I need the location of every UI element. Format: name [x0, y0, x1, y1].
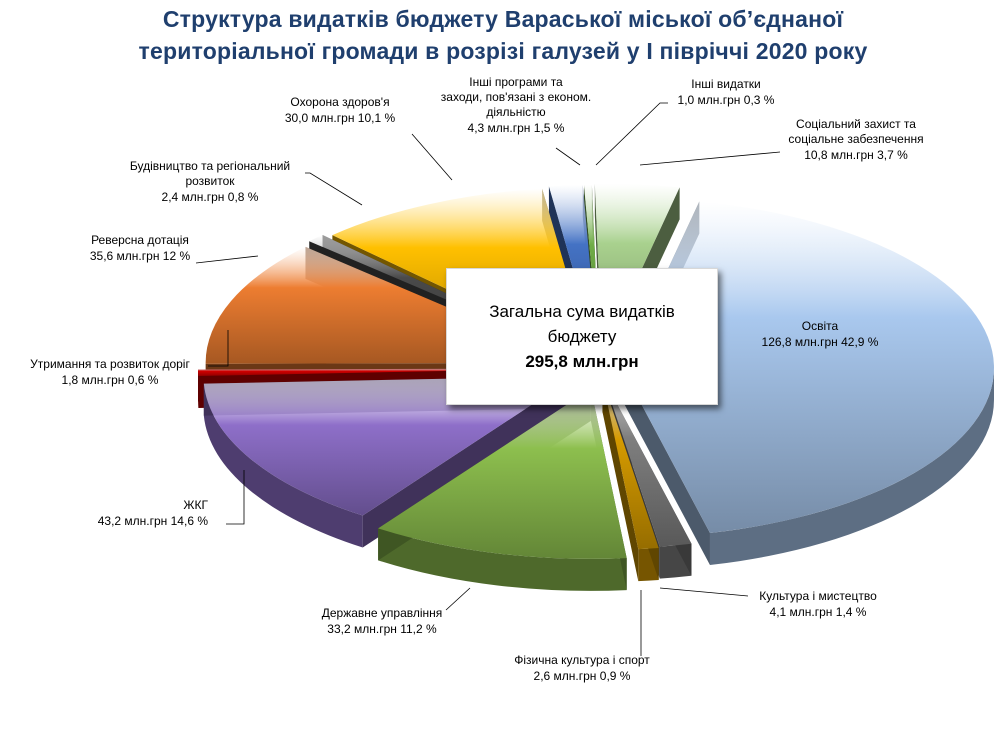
slice-label-3-line-0: Державне управління	[322, 606, 443, 620]
slice-value-label-8: 30,0 млн.грн 10,1 %	[285, 111, 396, 125]
slice-edge-2-1	[602, 379, 639, 582]
slice-label-7-line-0: Будівництво та регіональний	[130, 159, 290, 173]
leader-line-4	[226, 470, 245, 525]
slice-3	[378, 388, 627, 559]
slice-label-2-line-0: Фізична культура і спорт	[514, 653, 650, 667]
slice-2	[602, 379, 659, 550]
leader-line-8	[411, 133, 453, 181]
total-label-line1: Загальна сума видатків	[489, 302, 675, 321]
slice-label-5-line-0: Утримання та розвиток доріг	[30, 357, 190, 371]
leader-line-7	[305, 172, 363, 206]
slice-label-9-line-2: діяльністю	[486, 105, 545, 119]
slice-side-4	[203, 383, 363, 548]
slice-label-1-line-0: Культура і мистецтво	[759, 589, 877, 603]
slice-side-0	[709, 367, 994, 565]
total-value: 295,8 млн.грн	[525, 352, 639, 371]
slice-edge-0-1	[621, 367, 710, 565]
slice-label-8-line-0: Охорона здоров'я	[290, 95, 389, 109]
chart-title-line1: Структура видатків бюджету Вараської міс…	[162, 6, 844, 32]
leader-line-11	[639, 151, 781, 166]
slice-label-7-line-1: розвиток	[185, 174, 235, 188]
slice-value-label-4: 43,2 млн.грн 14,6 %	[98, 514, 209, 528]
slice-value-label-7: 2,4 млн.грн 0,8 %	[162, 190, 259, 204]
slice-label-0-line-0: Освіта	[802, 319, 839, 333]
slice-side-3	[378, 528, 627, 591]
leader-line-6	[195, 255, 259, 264]
leader-line-10	[595, 102, 668, 166]
leader-line-3	[445, 587, 471, 611]
slice-value-label-0: 126,8 млн.грн 42,9 %	[762, 335, 879, 349]
leader-line-1	[659, 587, 749, 597]
slice-4	[203, 376, 576, 516]
slice-value-label-10: 1,0 млн.грн 0,3 %	[678, 93, 775, 107]
slice-value-label-2: 2,6 млн.грн 0,9 %	[534, 669, 631, 683]
slice-label-6-line-0: Реверсна дотація	[91, 233, 189, 247]
leader-line-9	[555, 147, 581, 166]
slice-label-11-line-0: Соціальний захист та	[796, 117, 916, 131]
slice-label-9-line-0: Інші програми та	[469, 75, 563, 89]
slice-value-label-5: 1,8 млн.грн 0,6 %	[62, 373, 159, 387]
leader-line-5	[208, 330, 229, 367]
slice-value-label-9: 4,3 млн.грн 1,5 %	[468, 121, 565, 135]
slice-label-11-line-1: соціальне забезпечення	[788, 132, 923, 146]
chart-title-line2: територіальної громади в розрізі галузей…	[138, 38, 868, 64]
slice-label-4-line-0: ЖКГ	[183, 498, 208, 512]
slice-1	[603, 378, 692, 547]
total-box: Загальна сума видатків бюджету 295,8 млн…	[446, 268, 718, 405]
slice-label-9-line-1: заходи, пов'язані з економ.	[441, 90, 591, 104]
slice-label-10-line-0: Інші видатки	[691, 77, 761, 91]
total-label-line2: бюджету	[547, 327, 617, 346]
slice-value-label-11: 10,8 млн.грн 3,7 %	[804, 148, 908, 162]
slice-value-label-3: 33,2 млн.грн 11,2 %	[327, 622, 437, 636]
slice-value-label-1: 4,1 млн.грн 1,4 %	[770, 605, 867, 619]
slice-value-label-6: 35,6 млн.грн 12 %	[90, 249, 191, 263]
